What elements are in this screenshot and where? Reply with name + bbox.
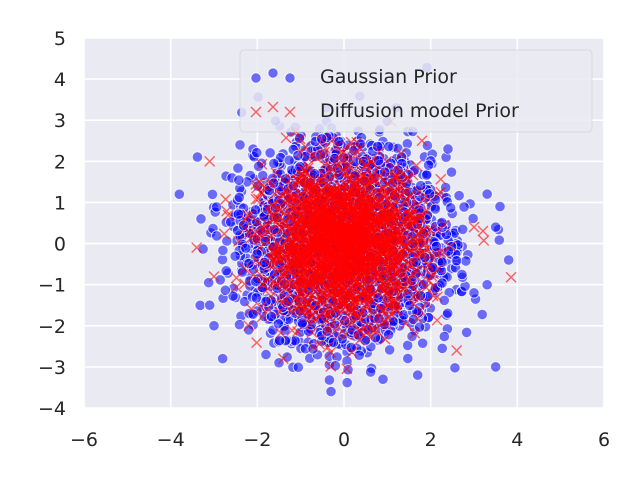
gaussian-point: [442, 307, 454, 319]
gaussian-point: [456, 268, 468, 281]
gaussian-point: [436, 342, 448, 354]
gaussian-point: [445, 202, 457, 214]
gaussian-point: [416, 337, 429, 349]
gaussian-point: [220, 265, 232, 277]
gaussian-point: [420, 169, 433, 181]
gaussian-point: [219, 284, 232, 296]
gaussian-point: [372, 140, 384, 153]
gaussian-point: [402, 352, 414, 365]
gaussian-point: [273, 334, 286, 347]
gaussian-point: [307, 343, 319, 355]
gaussian-point: [206, 188, 219, 201]
gaussian-point: [283, 154, 295, 166]
gaussian-point: [232, 162, 244, 174]
gaussian-point: [341, 376, 353, 389]
gaussian-point: [422, 159, 435, 171]
gaussian-point: [453, 189, 465, 202]
gaussian-point: [457, 223, 469, 236]
gaussian-point: [429, 203, 442, 215]
gaussian-point: [233, 174, 245, 186]
gaussian-point: [467, 212, 479, 225]
gaussian-point: [265, 310, 278, 323]
gaussian-point: [450, 255, 463, 267]
gaussian-point: [296, 317, 308, 329]
gaussian-point: [229, 250, 241, 262]
gaussian-point: [413, 321, 426, 333]
gaussian-point: [217, 244, 229, 257]
gaussian-point: [460, 326, 473, 339]
gaussian-point: [233, 191, 245, 204]
gaussian-point: [268, 157, 280, 170]
gaussian-point: [323, 374, 336, 386]
gaussian-point: [252, 160, 265, 173]
gaussian-point: [460, 255, 472, 267]
gaussian-point: [493, 234, 505, 246]
gaussian-point: [264, 147, 276, 159]
gaussian-point: [250, 275, 262, 288]
gaussian-point: [481, 188, 493, 200]
gaussian-point: [415, 179, 427, 192]
gaussian-point: [438, 330, 450, 343]
gaussian-point: [445, 166, 458, 178]
gaussian-point: [292, 361, 304, 373]
gaussian-point: [438, 294, 450, 306]
gaussian-point: [194, 299, 206, 312]
gaussian-point: [384, 344, 396, 356]
gaussian-point: [211, 230, 223, 242]
gaussian-point: [364, 366, 377, 378]
gaussian-point: [476, 308, 488, 321]
gaussian-point: [436, 277, 448, 289]
gaussian-point: [333, 135, 345, 148]
gaussian-point: [458, 201, 470, 213]
gaussian-point: [481, 279, 493, 291]
gaussian-point: [436, 256, 448, 268]
gaussian-point: [250, 292, 263, 304]
gaussian-point: [210, 201, 223, 213]
gaussian-point: [191, 151, 204, 163]
gaussian-point: [232, 208, 245, 220]
gaussian-point: [316, 133, 328, 145]
gaussian-point: [214, 274, 226, 286]
gaussian-point: [233, 319, 246, 331]
gaussian-point: [251, 147, 263, 159]
gaussian-point: [401, 339, 414, 352]
